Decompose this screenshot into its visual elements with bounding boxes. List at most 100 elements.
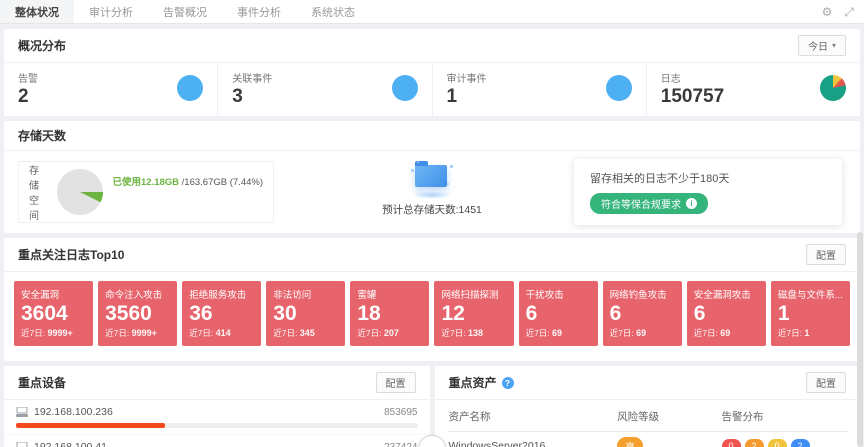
stat-alerts[interactable]: 告警 2: [4, 63, 219, 116]
log-card-title: 磁盘与文件系...: [777, 289, 843, 301]
overview-panel: 概况分布 今日 ▾ 告警 2 关联事件 3 审计事件 1: [4, 29, 860, 116]
log-card-recent: 近7日: 1: [777, 328, 810, 339]
info-icon: i: [686, 197, 697, 209]
column-asset-name: 资产名称: [448, 411, 491, 424]
top-logs-panel: 重点关注日志Top10 配置 安全漏洞 3604 近7日: 9999+ 命令注入…: [4, 237, 860, 362]
asset-table-header: 资产名称 风险等级 告警分布: [446, 402, 848, 433]
storage-usage-pie-chart: [56, 168, 103, 215]
compliance-badge-button[interactable]: 符合等保合规要求 i: [590, 192, 708, 214]
storage-space-card: 存储空间 已使用12.18GB /163.67GB (7.44%): [18, 160, 274, 223]
log-card[interactable]: 干扰攻击 6 近7日: 69: [518, 280, 598, 347]
scrollbar[interactable]: [857, 232, 863, 447]
log-card-value: 12: [441, 301, 465, 325]
storage-total-value: /163.67GB (7.44%): [181, 176, 263, 188]
stat-audit-events-value: 1: [446, 86, 458, 107]
log-card-title: 蜜罐: [357, 289, 377, 301]
key-devices-panel: 重点设备 配置 192.168.100.236 853695 192.168.1…: [4, 366, 430, 447]
log-card-value: 3560: [105, 301, 152, 325]
compliance-text: 留存相关的日志不少于180天: [590, 172, 730, 185]
log-cards-row: 安全漏洞 3604 近7日: 9999+ 命令注入攻击 3560 近7日: 99…: [4, 272, 860, 361]
log-card-recent: 近7日: 9999+: [105, 328, 157, 339]
log-card-value: 1: [777, 301, 790, 325]
device-bar: [16, 423, 418, 429]
alert-pill-high: 2: [744, 439, 764, 447]
log-card-title: 命令注入攻击: [105, 289, 163, 301]
stat-logs-label: 日志: [660, 74, 681, 85]
stat-logs[interactable]: 日志 150757: [647, 63, 860, 116]
key-devices-config-button[interactable]: 配置: [375, 372, 416, 394]
period-dropdown[interactable]: 今日 ▾: [797, 35, 846, 56]
storage-usage-text: 已使用12.18GB /163.67GB (7.44%): [113, 174, 264, 188]
log-card-title: 非法访问: [273, 289, 312, 301]
log-card-title: 拒绝服务攻击: [189, 289, 247, 301]
gear-icon[interactable]: ⚙: [821, 4, 833, 19]
estimated-storage-days: 预计总存储天数:1451: [382, 203, 482, 216]
storage-panel: 存储天数 存储空间 已使用12.18GB /163.67GB (7.44%) 预…: [4, 120, 860, 233]
log-card-recent: 近7日: 207: [357, 328, 399, 339]
device-ip: 192.168.100.41: [34, 441, 107, 447]
log-card-value: 6: [693, 301, 706, 325]
log-card[interactable]: 安全漏洞 3604 近7日: 9999+: [14, 280, 94, 347]
log-card-title: 安全漏洞攻击: [693, 289, 751, 301]
help-icon[interactable]: ?: [501, 376, 514, 389]
column-risk-level: 风险等级: [617, 411, 660, 424]
log-card[interactable]: 非法访问 30 近7日: 345: [266, 280, 346, 347]
stat-audit-events[interactable]: 审计事件 1: [433, 63, 647, 116]
folder-illustration-icon: [409, 159, 455, 199]
key-assets-panel: 重点资产 ? 配置 资产名称 风险等级 告警分布 WindowsServer20…: [434, 366, 860, 447]
log-card-recent: 近7日: 138: [441, 328, 483, 339]
log-card[interactable]: 命令注入攻击 3560 近7日: 9999+: [98, 280, 178, 347]
alert-pill-low: 2: [790, 439, 810, 447]
device-row[interactable]: 192.168.100.41 237424: [4, 435, 430, 447]
log-card[interactable]: 网络钓鱼攻击 6 近7日: 69: [602, 280, 682, 347]
log-card-value: 18: [357, 301, 381, 325]
logs-pie-icon: [820, 75, 846, 102]
log-card-value: 6: [609, 301, 622, 325]
alert-distribution: 0 2 0 2: [720, 434, 848, 447]
device-row[interactable]: 192.168.100.236 853695: [4, 400, 430, 436]
risk-badge: 高: [617, 437, 644, 447]
device-list: 192.168.100.236 853695 192.168.100.41 23…: [4, 400, 430, 447]
log-card[interactable]: 磁盘与文件系... 1 近7日: 1: [770, 280, 850, 347]
log-card-value: 30: [273, 301, 297, 325]
device-count: 237424: [384, 442, 417, 447]
stat-alerts-value: 2: [18, 86, 29, 107]
device-count: 853695: [384, 406, 418, 418]
key-assets-config-button[interactable]: 配置: [806, 372, 846, 394]
asset-name: WindowsServer2016: [448, 440, 546, 447]
asset-row[interactable]: WindowsServer2016 高 0 2 0 2: [447, 432, 849, 447]
stat-logs-value: 150757: [660, 86, 725, 107]
device-ip: 192.168.100.236: [34, 406, 113, 419]
column-alert-distribution: 告警分布: [721, 411, 764, 424]
key-devices-title: 重点设备: [18, 376, 67, 391]
fullscreen-icon[interactable]: ⤢: [844, 4, 854, 19]
tab-alert-overview[interactable]: 告警概况: [163, 6, 207, 19]
log-card[interactable]: 拒绝服务攻击 36 近7日: 414: [182, 280, 262, 347]
device-icon: [16, 442, 28, 447]
overview-title: 概况分布: [18, 39, 67, 53]
stat-correlated-events[interactable]: 关联事件 3: [218, 63, 433, 116]
log-card[interactable]: 网络扫描探测 12 近7日: 138: [434, 280, 514, 347]
log-card-title: 安全漏洞: [21, 289, 60, 301]
stat-correlated-events-value: 3: [232, 86, 243, 107]
tab-event-analysis[interactable]: 事件分析: [237, 6, 281, 19]
log-card-recent: 近7日: 69: [693, 328, 731, 339]
storage-space-label: 存储空间: [29, 165, 39, 222]
log-card[interactable]: 蜜罐 18 近7日: 207: [350, 280, 430, 347]
tab-audit-analysis[interactable]: 审计分析: [89, 6, 133, 19]
correlated-events-circle-icon: [391, 75, 418, 102]
storage-title: 存储天数: [18, 128, 67, 143]
period-dropdown-label: 今日: [807, 42, 828, 53]
device-icon: [16, 407, 28, 418]
log-card-recent: 近7日: 9999+: [21, 328, 73, 339]
tab-system-status[interactable]: 系统状态: [311, 6, 355, 19]
audit-events-circle-icon: [605, 75, 632, 102]
top-tab-bar: 整体状况 审计分析 告警概况 事件分析 系统状态 ⚙ ⤢: [0, 0, 864, 24]
storage-used-value: 已使用12.18GB: [112, 176, 180, 188]
stat-alerts-label: 告警: [18, 74, 38, 85]
tab-overall-status[interactable]: 整体状况: [0, 0, 74, 23]
top-logs-config-button[interactable]: 配置: [806, 243, 846, 265]
stat-audit-events-label: 审计事件: [446, 74, 487, 85]
alert-pill-medium: 0: [767, 439, 787, 447]
log-card[interactable]: 安全漏洞攻击 6 近7日: 69: [686, 280, 766, 347]
